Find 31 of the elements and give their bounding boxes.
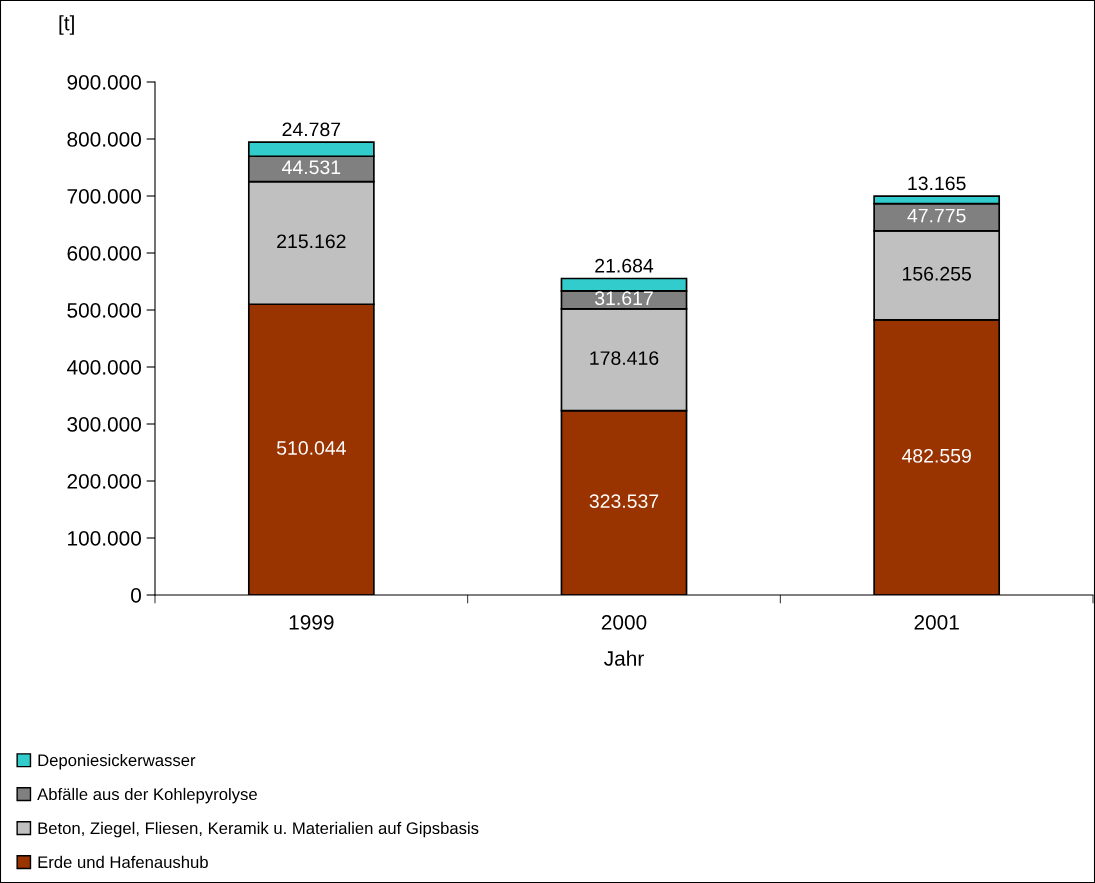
data-label: 156.255	[903, 266, 971, 281]
y-tick-label: 500.000	[67, 303, 141, 318]
legend-label: Deponiesickerwasser	[38, 753, 196, 770]
data-label: 31.617	[595, 291, 653, 306]
x-tick-label: 2001	[914, 614, 959, 630]
y-tick-label: 900.000	[67, 75, 141, 90]
x-tick-label: 2000	[601, 614, 647, 630]
data-label: 323.537	[589, 494, 659, 509]
data-label: 47.775	[907, 208, 966, 223]
data-label: 21.684	[595, 258, 654, 273]
y-tick-label: 400.000	[66, 360, 141, 375]
legend-label: Abfälle aus der Kohlepyrolyse	[37, 787, 257, 804]
data-label: 482.559	[901, 448, 971, 463]
y-tick-label: 700.000	[67, 189, 141, 204]
y-tick-label: 100.000	[68, 531, 141, 546]
data-label: 178.416	[590, 351, 659, 365]
y-tick-label: 600.000	[67, 246, 141, 261]
data-label: 215.162	[277, 234, 346, 249]
data-label: 510.044	[276, 441, 346, 455]
legend-label: Erde und Hafenaushub	[38, 855, 208, 869]
legend-label: Beton, Ziegel, Fliesen, Keramik u. Materialien auf Gipsbasis	[38, 821, 479, 838]
y-tick-label: 800.000	[67, 132, 141, 147]
y-tick-label: 200.000	[67, 474, 141, 489]
data-label: 13.165	[908, 176, 966, 191]
data-label: 24.787	[282, 122, 341, 137]
x-tick-label: 1999	[289, 614, 334, 630]
y-tick-label: 0	[131, 588, 141, 603]
y-tick-label: 300.000	[67, 417, 141, 432]
data-label: 44.531	[282, 160, 341, 175]
x-axis-title: Jahr	[604, 650, 644, 666]
y-axis-title: [t]	[59, 15, 74, 35]
